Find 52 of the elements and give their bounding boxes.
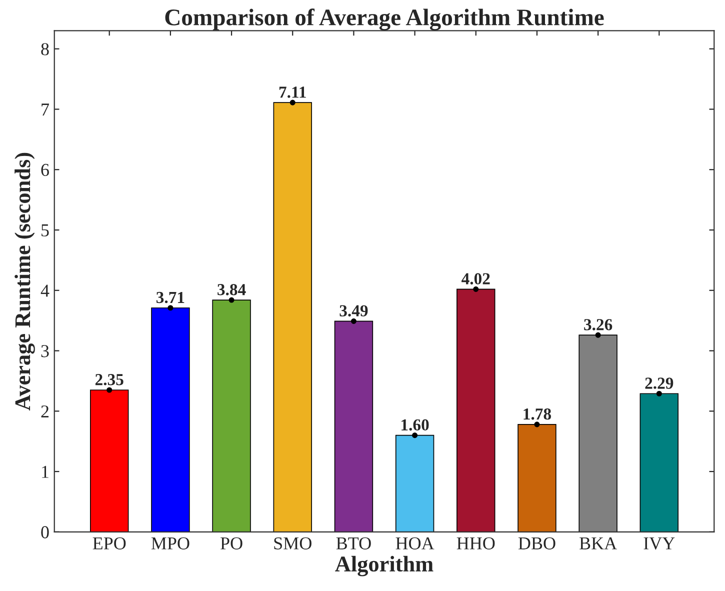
bar xyxy=(518,424,556,532)
bar xyxy=(578,334,618,532)
point xyxy=(656,390,662,396)
data-label: 2.29 xyxy=(645,378,674,389)
point xyxy=(473,286,479,292)
x-axis-title: Algorithm xyxy=(335,556,434,576)
data-label: 3.84 xyxy=(218,284,246,296)
point xyxy=(595,332,601,338)
y-tick-label: 5 xyxy=(42,224,49,236)
point xyxy=(534,422,540,428)
y-axis-title: Average Runtime (seconds) xyxy=(14,152,35,411)
bar xyxy=(640,393,679,532)
x-tick-label: PO xyxy=(220,537,242,550)
data-label: 4.02 xyxy=(462,273,490,284)
bar xyxy=(273,102,312,532)
x-tick-label: SMO xyxy=(274,537,312,550)
y-tick-label: 6 xyxy=(41,164,49,176)
x-tick-label: BTO xyxy=(336,537,371,550)
bar xyxy=(212,300,251,532)
point xyxy=(350,318,356,324)
y-tick-label: 0 xyxy=(41,526,49,538)
bar xyxy=(151,307,190,532)
x-tick-label: HOA xyxy=(396,537,434,550)
y-tick-label: 1 xyxy=(42,466,48,478)
chart-title: Comparison of Average Algorithm Runtime xyxy=(165,8,604,30)
bar xyxy=(90,390,129,532)
point xyxy=(168,305,174,311)
data-label: 3.71 xyxy=(156,292,184,304)
x-tick-label: IVY xyxy=(644,537,675,550)
x-tick-label: BKA xyxy=(580,537,617,550)
point xyxy=(106,387,112,393)
y-tick-label: 4 xyxy=(40,284,50,297)
bar xyxy=(456,288,496,532)
data-label: 7.11 xyxy=(279,86,306,98)
x-tick-label: HHO xyxy=(456,537,495,550)
data-label: 3.49 xyxy=(340,305,368,316)
point xyxy=(290,100,296,106)
data-label: 2.35 xyxy=(95,374,124,386)
y-tick-label: 2 xyxy=(41,405,49,418)
y-tick-label: 3 xyxy=(41,345,49,358)
x-tick-label: DBO xyxy=(518,537,556,550)
data-label: 1.78 xyxy=(524,408,551,420)
x-tick-label: EPO xyxy=(92,537,126,550)
data-label: 3.26 xyxy=(584,319,612,330)
bar xyxy=(334,320,374,532)
data-label: 1.60 xyxy=(402,419,429,431)
y-tick-label: 8 xyxy=(41,43,49,56)
point xyxy=(412,432,418,438)
bar xyxy=(395,434,434,532)
y-tick-label: 7 xyxy=(42,104,49,116)
point xyxy=(228,297,234,303)
x-tick-label: MPO xyxy=(151,537,190,550)
